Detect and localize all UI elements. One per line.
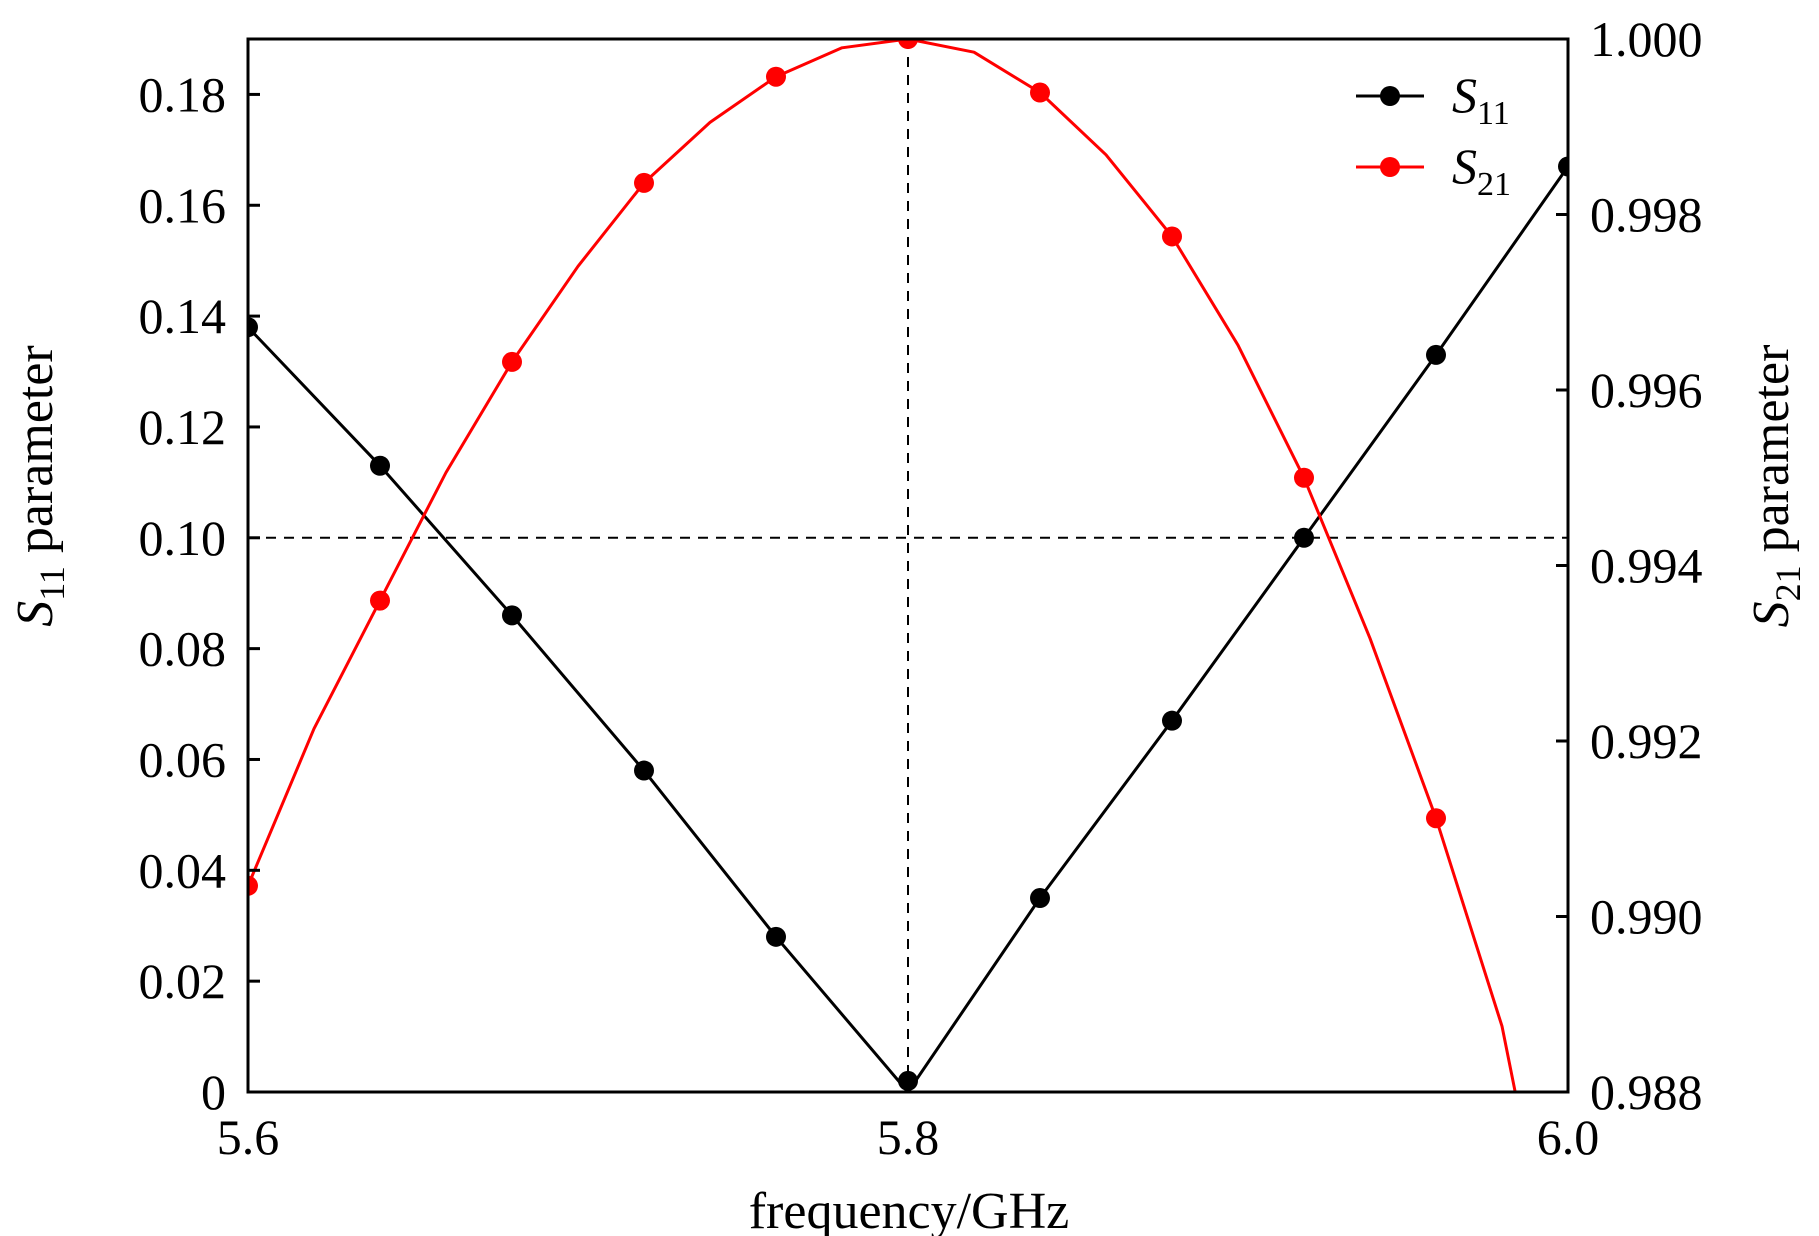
series-group (248, 39, 1568, 1092)
x-axis-title: frequency/GHz (749, 1183, 1070, 1236)
y-right-tick-label-5: 0.998 (1590, 187, 1703, 243)
y-axis-left-title-suffix: parameter (7, 345, 64, 553)
data-point-s21-8 (1294, 467, 1314, 488)
y-right-tick-label-3: 0.994 (1590, 538, 1703, 594)
data-point-s11-8 (1294, 527, 1314, 548)
y-axis-right-title-suffix-space (1743, 552, 1800, 565)
x-tick-label-0: 5.6 (217, 1109, 280, 1165)
legend-s21-subscript: 21 (1477, 166, 1511, 203)
data-point-s11-10 (1558, 156, 1568, 177)
data-point-s21-4 (766, 66, 786, 87)
y-left-tick-label-5: 0.10 (139, 510, 227, 566)
y-left-tick-label-1: 0.02 (139, 953, 227, 1009)
data-point-s21-1 (370, 590, 390, 611)
data-point-s21-6 (1030, 82, 1050, 103)
data-point-s11-4 (766, 926, 786, 947)
legend-s21-symbol: S (1452, 138, 1477, 194)
y-right-tick-label-6: 1.000 (1590, 11, 1703, 67)
y-right-tick-label-4: 0.996 (1590, 362, 1703, 418)
series-line-s21 (248, 39, 1517, 1092)
plot-layer: 0 0.02 0.04 0.06 0.08 0.10 0.12 0.14 0.16 0.18 0.9… (139, 11, 1703, 1165)
legend: S11 S21 (1356, 67, 1511, 203)
legend-s21-label: S21 (1452, 138, 1511, 203)
data-point-s11-2 (502, 605, 522, 626)
data-point-s11-7 (1162, 710, 1182, 731)
data-point-s21-9 (1426, 808, 1446, 829)
data-point-s11-0 (248, 317, 258, 338)
y-right-tick-label-2: 0.992 (1590, 713, 1703, 769)
legend-s11-subscript: 11 (1477, 95, 1510, 132)
y-left-tick-label-2: 0.04 (139, 842, 227, 898)
data-point-s11-3 (634, 760, 654, 781)
y-left-tick-label-7: 0.14 (139, 288, 227, 344)
data-point-s11-9 (1426, 344, 1446, 365)
data-point-s21-5 (898, 39, 918, 49)
x-tick-label-1: 5.8 (877, 1109, 940, 1165)
x-tick-label-2: 6.0 (1537, 1109, 1600, 1165)
y-axis-left-title-suffix-space (7, 553, 64, 566)
y-left-tick-label-8: 0.16 (139, 177, 227, 233)
legend-s11-marker (1380, 86, 1400, 106)
y-left-tick-label-9: 0.18 (139, 66, 227, 122)
legend-s21-marker (1380, 157, 1400, 177)
y-axis-left-title-subscript: 11 (32, 566, 72, 601)
y-axis-right-title: S21 parameter (1743, 345, 1808, 628)
data-point-s21-2 (502, 351, 522, 372)
y-left-tick-label-6: 0.12 (139, 399, 227, 455)
legend-s11-symbol: S (1452, 67, 1477, 123)
data-point-s11-1 (370, 455, 390, 476)
y-axis-left-title: S11 parameter (7, 345, 72, 627)
y-left-tick-label-0: 0 (201, 1064, 226, 1120)
y-left-tick-label-4: 0.08 (139, 621, 227, 677)
y-axis-right-title-subscript: 21 (1768, 565, 1808, 601)
y-right-tick-label-1: 0.990 (1590, 889, 1703, 945)
y-axis-right-title-suffix: parameter (1743, 345, 1800, 553)
data-point-s21-0 (248, 875, 258, 896)
y-right-tick-label-0: 0.988 (1590, 1064, 1703, 1120)
data-point-s21-3 (634, 172, 654, 193)
data-point-s11-6 (1030, 888, 1050, 909)
y-left-tick-label-3: 0.06 (139, 731, 227, 787)
series-line-s11 (248, 165, 1568, 1092)
y-axis-right-title-symbol: S (1743, 601, 1800, 627)
legend-s11-label: S11 (1452, 67, 1510, 132)
y-axis-left-title-symbol: S (7, 601, 64, 627)
data-point-s21-7 (1162, 226, 1182, 247)
